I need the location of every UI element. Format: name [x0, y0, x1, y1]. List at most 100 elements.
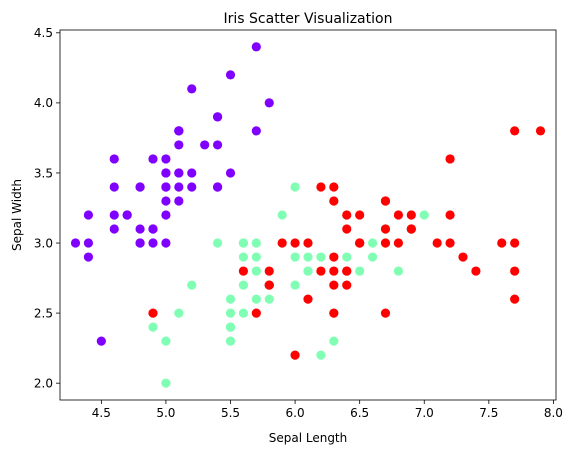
scatter-point [342, 210, 351, 219]
scatter-point [252, 309, 261, 318]
x-tick-label: 5.5 [221, 406, 240, 420]
scatter-point [161, 196, 170, 205]
x-tick-label: 4.5 [92, 406, 111, 420]
scatter-point [381, 309, 390, 318]
scatter-point [226, 294, 235, 303]
scatter-point [497, 238, 506, 247]
scatter-point [84, 238, 93, 247]
scatter-point [394, 238, 403, 247]
scatter-point [265, 280, 274, 289]
scatter-point [355, 238, 364, 247]
scatter-point [290, 280, 299, 289]
scatter-point [239, 238, 248, 247]
x-axis-label: Sepal Length [269, 431, 348, 445]
scatter-point [239, 280, 248, 289]
scatter-point [265, 266, 274, 275]
scatter-point [213, 140, 222, 149]
scatter-point [252, 238, 261, 247]
scatter-point [110, 224, 119, 233]
scatter-point [329, 266, 338, 275]
scatter-point [303, 238, 312, 247]
scatter-point [226, 309, 235, 318]
scatter-point [445, 210, 454, 219]
scatter-point [471, 266, 480, 275]
scatter-point [174, 309, 183, 318]
scatter-point [355, 210, 364, 219]
scatter-point [316, 182, 325, 191]
scatter-point [71, 238, 80, 247]
scatter-point [303, 266, 312, 275]
scatter-point [110, 210, 119, 219]
scatter-point [290, 182, 299, 191]
scatter-point [148, 309, 157, 318]
scatter-point [200, 140, 209, 149]
scatter-point [123, 210, 132, 219]
scatter-point [278, 210, 287, 219]
scatter-point [407, 224, 416, 233]
scatter-point [278, 238, 287, 247]
scatter-point [433, 238, 442, 247]
scatter-point [226, 337, 235, 346]
y-tick-label: 3.0 [34, 236, 53, 250]
scatter-point [174, 196, 183, 205]
scatter-point [239, 266, 248, 275]
y-axis-ticks: 2.0 2.5 3.0 3.5 4.0 4.5 [34, 26, 60, 390]
scatter-point [226, 168, 235, 177]
scatter-point [148, 224, 157, 233]
scatter-point [84, 252, 93, 261]
scatter-point [329, 252, 338, 261]
x-tick-label: 7.5 [479, 406, 498, 420]
x-tick-label: 8.0 [544, 406, 563, 420]
x-tick-label: 7.0 [415, 406, 434, 420]
y-tick-label: 4.0 [34, 96, 53, 110]
y-tick-label: 2.0 [34, 376, 53, 390]
scatter-point [265, 98, 274, 107]
scatter-point [445, 238, 454, 247]
scatter-point [174, 182, 183, 191]
scatter-point [161, 210, 170, 219]
scatter-point [161, 238, 170, 247]
scatter-point [368, 238, 377, 247]
scatter-point [290, 238, 299, 247]
scatter-point [458, 252, 467, 261]
scatter-point [226, 323, 235, 332]
points-layer [71, 42, 545, 388]
scatter-point [394, 266, 403, 275]
scatter-point [265, 294, 274, 303]
scatter-point [187, 182, 196, 191]
scatter-point [381, 238, 390, 247]
scatter-point [187, 84, 196, 93]
scatter-point [290, 351, 299, 360]
scatter-point [213, 112, 222, 121]
scatter-point [510, 238, 519, 247]
scatter-point [252, 294, 261, 303]
scatter-point [226, 70, 235, 79]
scatter-point [303, 252, 312, 261]
scatter-point [252, 266, 261, 275]
scatter-point [135, 238, 144, 247]
scatter-point [187, 280, 196, 289]
scatter-point [110, 154, 119, 163]
scatter-point [148, 238, 157, 247]
scatter-point [329, 337, 338, 346]
scatter-point [135, 224, 144, 233]
scatter-point [510, 266, 519, 275]
scatter-point [174, 126, 183, 135]
plot-frame [60, 30, 556, 400]
scatter-point [161, 168, 170, 177]
scatter-point [316, 252, 325, 261]
scatter-point [213, 182, 222, 191]
chart-title: Iris Scatter Visualization [224, 11, 393, 27]
y-tick-label: 3.5 [34, 166, 53, 180]
scatter-point [303, 294, 312, 303]
scatter-point [187, 168, 196, 177]
scatter-point [329, 182, 338, 191]
scatter-point [135, 182, 144, 191]
scatter-point [407, 210, 416, 219]
y-tick-label: 4.5 [34, 26, 53, 40]
scatter-point [239, 309, 248, 318]
scatter-point [161, 182, 170, 191]
scatter-point [161, 154, 170, 163]
scatter-point [342, 252, 351, 261]
scatter-point [342, 266, 351, 275]
